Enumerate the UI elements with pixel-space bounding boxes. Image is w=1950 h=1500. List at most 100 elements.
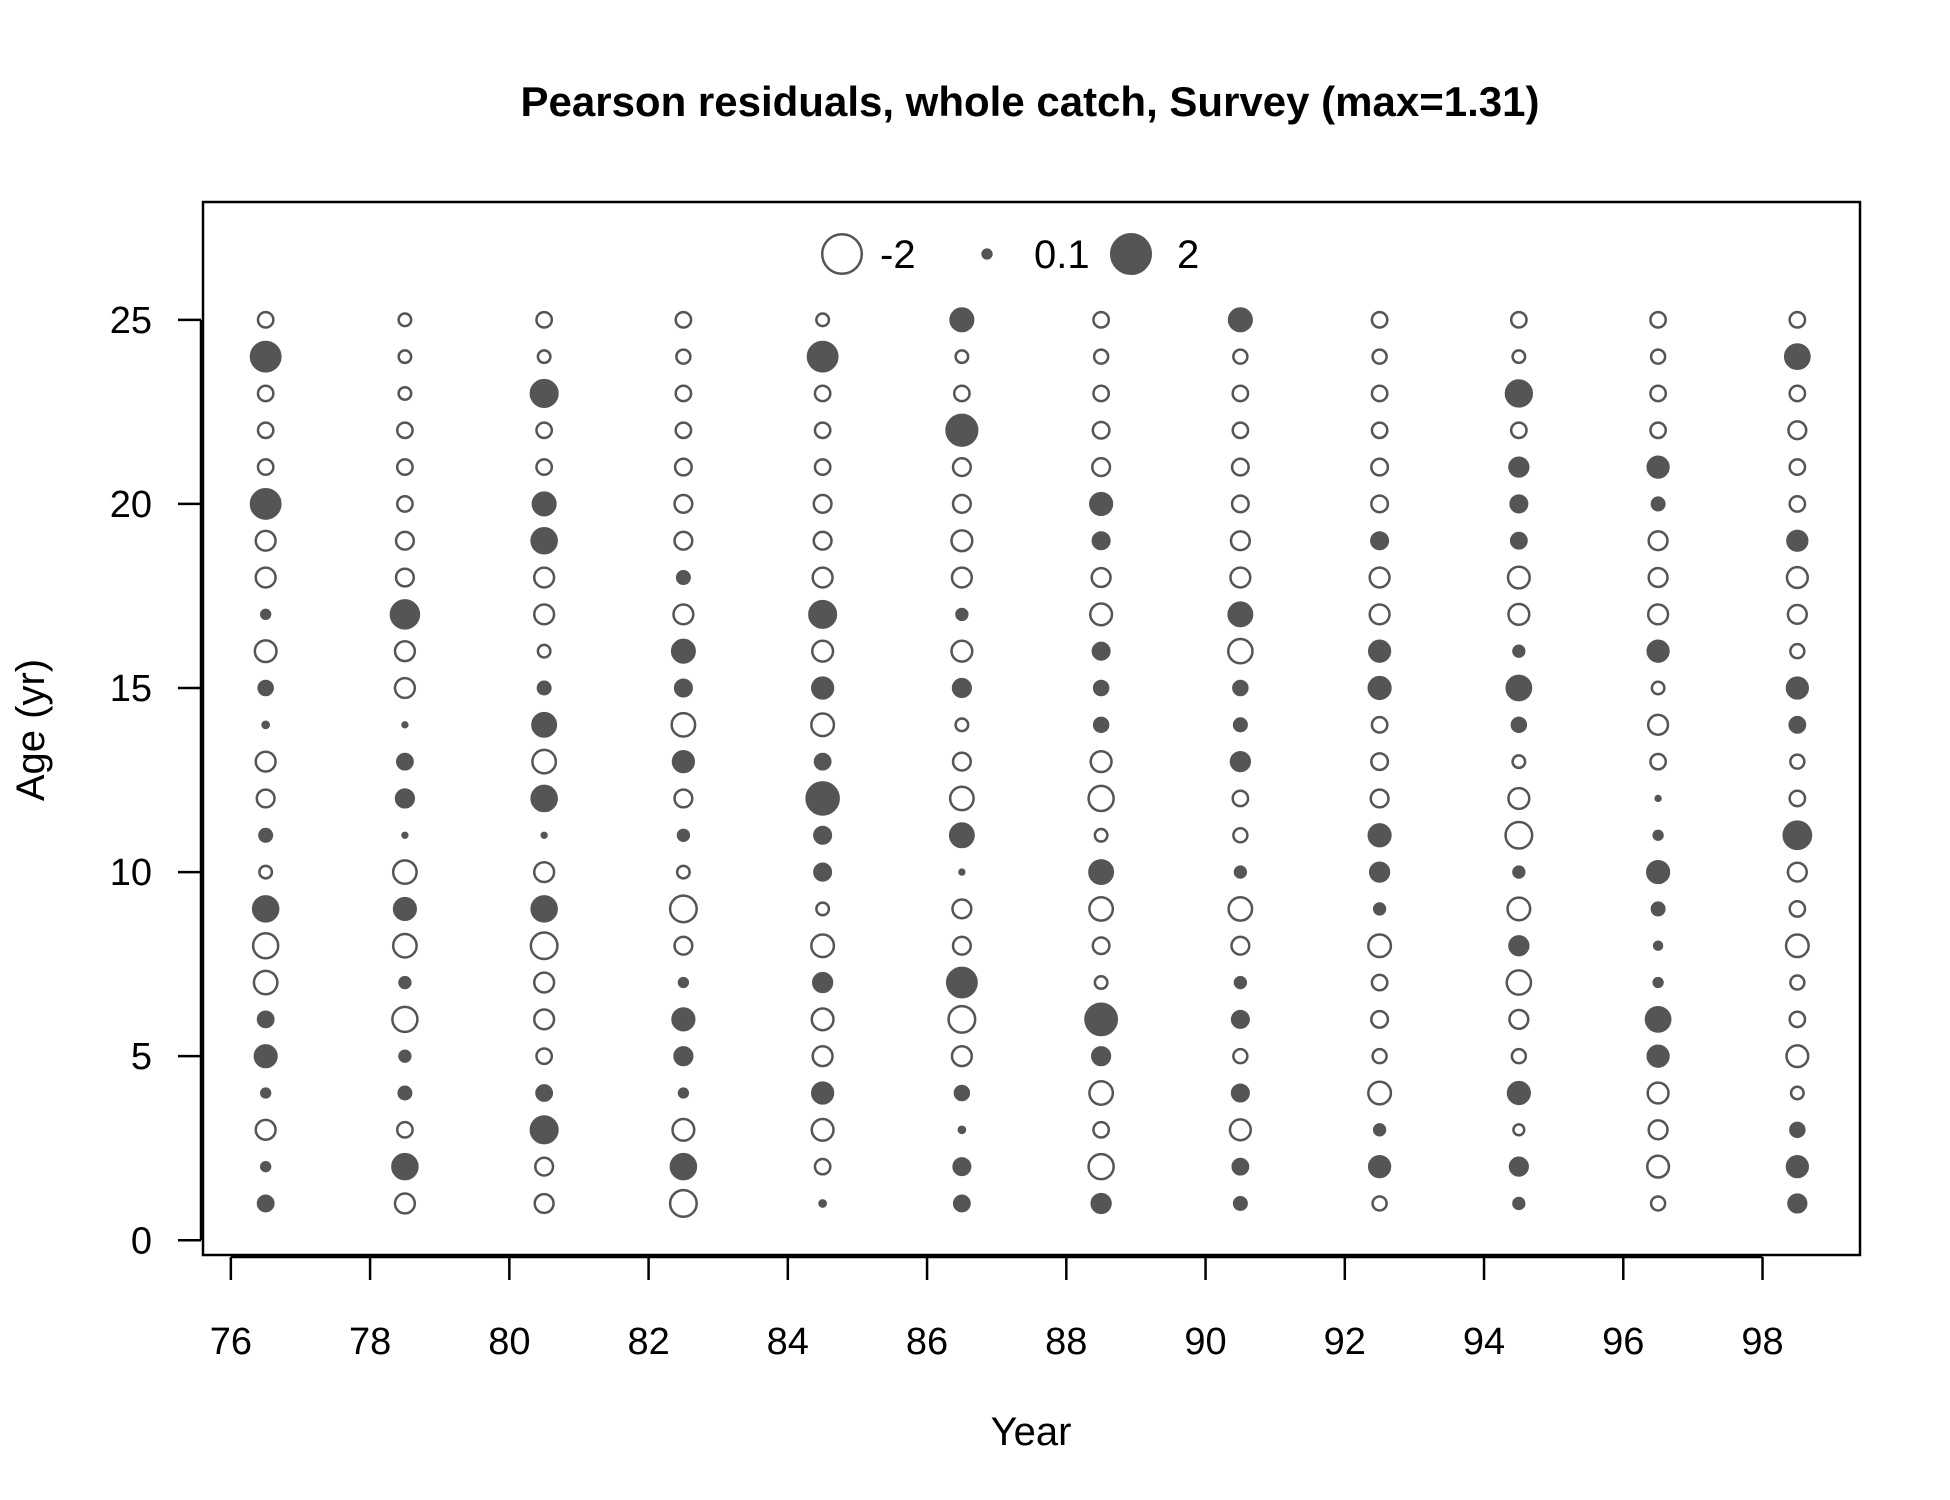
y-tick-label: 5 [131,1036,152,1078]
y-axis: 0 5 10 15 20 25 [110,300,203,1262]
residual-point [1092,716,1110,734]
residual-point [1505,969,1533,996]
residual-point [1509,310,1528,329]
residual-point [256,1194,275,1213]
residual-point [540,831,548,839]
residual-point [397,385,413,401]
residual-point [533,1192,555,1215]
residual-point [1649,310,1668,329]
residual-point [1511,754,1527,770]
residual-point [394,788,416,809]
residual-point [1507,786,1531,811]
legend: -2 0.1 2 [820,232,1199,277]
residual-point [673,530,694,551]
residual-point [1092,679,1110,697]
residual-point [257,679,274,697]
residual-point [1227,895,1254,922]
plot-marks [249,307,1813,1218]
y-tick-label: 10 [110,852,152,894]
residual-point [1509,531,1528,550]
residual-point [1504,379,1534,408]
residual-point [254,750,277,773]
residual-point [254,566,277,589]
residual-point [951,493,972,515]
residual-point [813,384,832,403]
residual-point [1646,603,1670,626]
residual-point [671,750,696,774]
residual-point [1788,789,1807,808]
residual-point [1509,421,1528,440]
residual-point [1367,1080,1393,1106]
residual-point [669,1152,698,1181]
residual-point [948,785,975,812]
residual-point [1228,1118,1252,1142]
residual-point [808,599,838,629]
residual-point [1092,348,1110,365]
residual-point [1506,896,1532,922]
residual-point [670,638,696,664]
y-tick-label: 0 [131,1220,152,1262]
residual-point [251,895,280,923]
residual-point [952,1157,972,1177]
residual-point [1368,861,1391,883]
residual-point [393,676,417,700]
residual-point [253,639,278,664]
residual-point [673,493,694,515]
residual-point [398,975,412,990]
residual-point [1230,457,1250,477]
residual-point [1091,456,1112,478]
residual-point [810,712,836,738]
residual-point [1785,1044,1810,1069]
residual-point [398,1049,412,1063]
residual-point [256,1010,275,1029]
residual-point [954,717,970,733]
residual-point [395,1120,414,1139]
residual-point [255,788,276,809]
residual-point [1091,936,1111,956]
residual-point [532,971,556,994]
residual-point [393,640,417,663]
residual-point [1647,530,1669,552]
residual-point [676,828,691,842]
legend-symbol [1109,232,1153,276]
residual-point [397,349,413,365]
residual-point [1785,676,1809,700]
x-axis-label: Year [991,1410,1072,1454]
residual-point [1510,716,1528,734]
legend-label: -2 [880,233,916,277]
residual-point [1230,935,1251,956]
residual-point [1649,348,1667,365]
residual-point [668,894,698,924]
legend-symbol [981,248,993,260]
residual-point [945,413,979,447]
residual-point [1650,901,1666,917]
residual-point [529,931,559,961]
residual-point [1786,603,1808,626]
residual-point [810,933,836,959]
residual-point [1089,602,1114,627]
residual-point [253,1044,278,1069]
residual-point [530,784,558,813]
residual-point [395,752,414,771]
residual-point [1512,1196,1526,1211]
residual-point [951,935,972,956]
residual-point [813,862,833,882]
residual-point [671,1117,696,1142]
residual-point [1093,827,1109,843]
residual-point [1232,717,1248,733]
residual-point [532,603,556,626]
residual-point [532,1008,556,1031]
residual-point [535,421,554,440]
x-tick-label: 98 [1741,1321,1783,1363]
residual-point [1646,1154,1671,1179]
residual-point [1091,641,1111,661]
residual-point [945,966,978,999]
residual-point [1087,1152,1115,1181]
residual-point [1789,974,1806,991]
residual-point [1226,637,1254,665]
residual-point [810,1117,835,1142]
residual-point [1232,348,1249,365]
x-tick-label: 82 [627,1321,669,1363]
residual-point [1646,1081,1670,1105]
residual-point [1788,310,1807,329]
